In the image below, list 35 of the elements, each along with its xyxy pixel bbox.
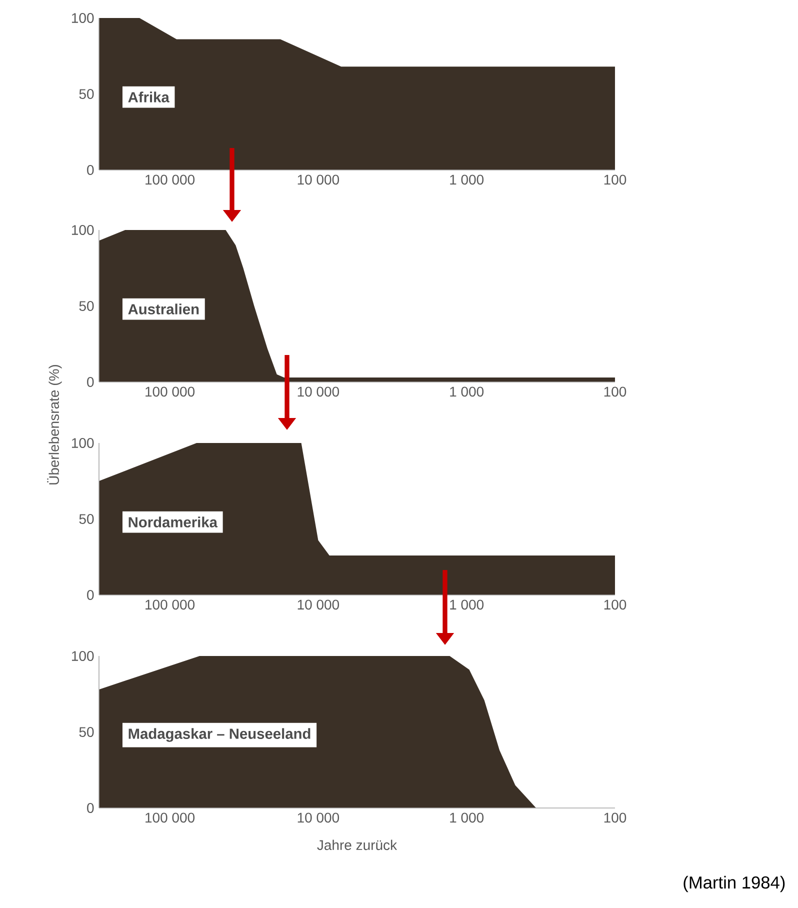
y-axis-title: Überlebensrate (%)	[47, 364, 62, 484]
y-tick-label: 50	[79, 514, 94, 524]
y-tick-label: 50	[79, 89, 94, 99]
x-tick-label: 10 000	[298, 386, 340, 397]
y-tick-label: 100	[72, 651, 94, 661]
y-tick-label: 0	[87, 377, 94, 387]
y-tick-label: 50	[79, 727, 94, 737]
text: (Martin 1984)	[684, 876, 785, 892]
x-tick-label: 10 000	[298, 174, 340, 185]
x-tick-label: 10 000	[298, 812, 340, 823]
y-tick-label: 50	[79, 301, 94, 311]
x-tick-label: 100	[604, 812, 626, 823]
x-tick-label: 100 000	[146, 386, 195, 397]
x-tick-label: 100 000	[146, 600, 195, 610]
series-label: Madagaskar – Neuseeland	[128, 728, 310, 742]
x-tick-label: 1 000	[450, 174, 484, 185]
series-label: Afrika	[128, 92, 170, 102]
x-tick-label: 1 000	[450, 812, 484, 823]
y-tick-label: 0	[87, 590, 94, 600]
y-tick-label: 100	[72, 438, 94, 448]
x-tick-label: 10 000	[298, 600, 340, 610]
x-axis-title: Jahre zurück	[317, 840, 398, 850]
series-label: Australien	[128, 304, 199, 314]
x-tick-label: 100	[604, 174, 626, 185]
series-label: Nordamerika	[128, 516, 218, 528]
y-tick-label: 0	[87, 803, 94, 813]
y-tick-label: 100	[72, 13, 94, 23]
y-tick-label: 100	[72, 225, 94, 235]
x-tick-label: 100	[604, 600, 626, 610]
y-tick-label: 0	[87, 165, 94, 175]
x-tick-label: 100 000	[146, 174, 195, 185]
x-tick-label: 1 000	[450, 600, 484, 610]
x-tick-label: 100 000	[146, 812, 195, 823]
x-tick-label: 1 000	[450, 386, 484, 397]
x-tick-label: 100	[604, 386, 626, 397]
